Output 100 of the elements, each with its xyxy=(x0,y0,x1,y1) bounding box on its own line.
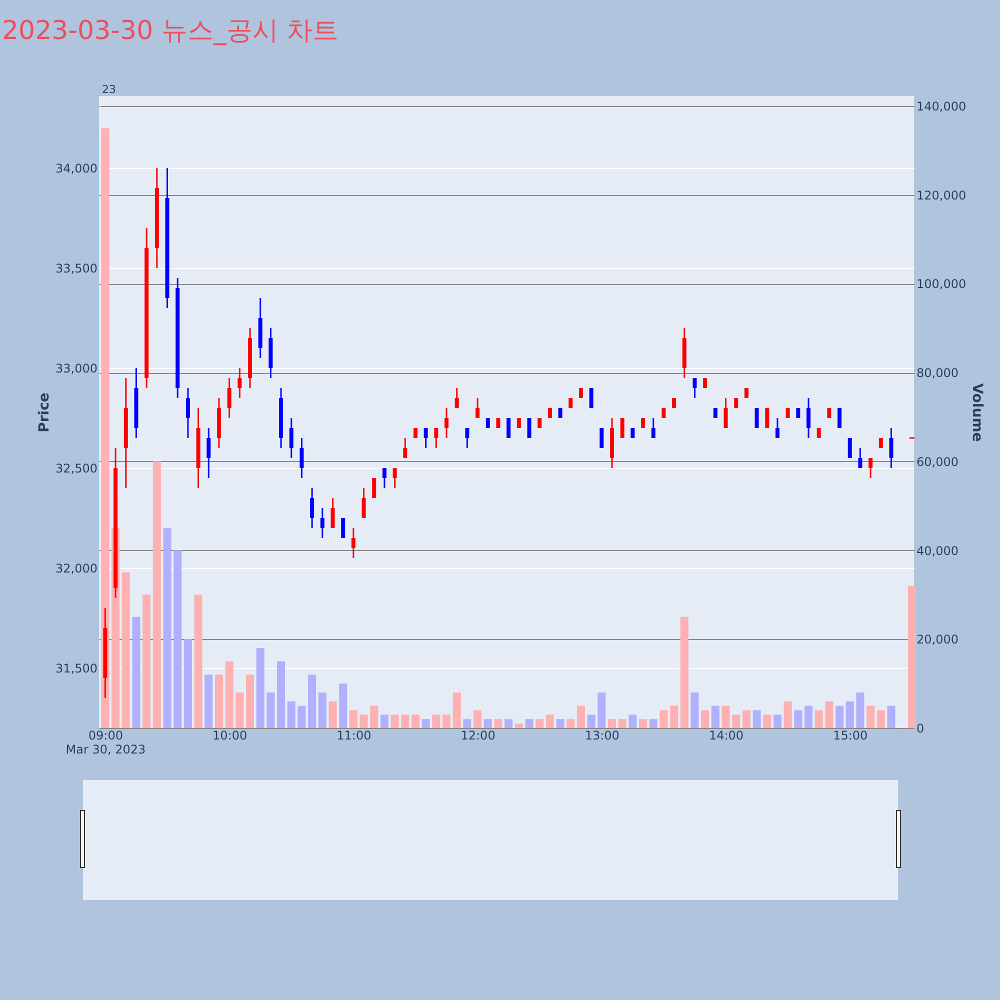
bar xyxy=(174,550,182,728)
bar xyxy=(152,461,161,728)
candlestick xyxy=(868,457,873,479)
text: 23 xyxy=(102,83,116,96)
chart-title: 2023-03-30 뉴스_공시 차트 xyxy=(2,16,339,46)
bar xyxy=(194,594,202,728)
candlestick xyxy=(434,427,438,449)
bar xyxy=(866,706,875,728)
bar xyxy=(763,714,772,728)
y2-tick-label: 20,000 xyxy=(916,632,958,647)
y2-tick-label: 100,000 xyxy=(916,277,966,292)
bar xyxy=(246,674,254,728)
candlestick xyxy=(651,417,656,439)
candlestick xyxy=(424,427,428,449)
bar xyxy=(887,706,896,728)
bar xyxy=(184,639,192,728)
bar xyxy=(784,701,792,728)
bar xyxy=(494,719,502,728)
candlestick xyxy=(838,408,842,428)
y-tick-label: 33,000 xyxy=(56,362,98,376)
bar xyxy=(836,706,844,728)
bar xyxy=(122,572,130,728)
candlestick xyxy=(227,377,232,419)
candlestick xyxy=(362,487,366,519)
candlestick xyxy=(724,397,728,429)
bar xyxy=(587,714,596,728)
candlestick xyxy=(589,388,594,408)
candlestick xyxy=(476,397,480,419)
bar xyxy=(732,714,740,728)
bar xyxy=(701,710,710,728)
bar xyxy=(804,706,813,728)
bar xyxy=(576,706,585,728)
candlestick xyxy=(372,478,376,498)
candlestick xyxy=(320,507,324,539)
bar xyxy=(214,674,223,728)
y-tick-label: 32,000 xyxy=(56,562,98,576)
candlestick xyxy=(889,427,894,469)
y-tick-label: 32,500 xyxy=(56,462,98,476)
candlestick xyxy=(206,427,211,479)
x-tick-label: 10:00 xyxy=(212,728,248,742)
candlestick xyxy=(238,367,242,399)
y2-tick-label: 80,000 xyxy=(916,366,958,380)
bar xyxy=(618,719,626,728)
bar xyxy=(390,714,399,728)
y2-tick-label: 40,000 xyxy=(916,544,958,558)
x-tick-label: 15:00 xyxy=(833,728,868,742)
bar xyxy=(742,710,750,728)
candlestick xyxy=(858,447,862,469)
bar xyxy=(814,710,823,728)
bar xyxy=(256,648,264,728)
bar xyxy=(628,714,637,728)
bar xyxy=(722,706,730,728)
bar xyxy=(876,710,885,728)
bar xyxy=(794,710,802,728)
bar xyxy=(225,661,234,728)
candlestick xyxy=(289,417,294,459)
bar xyxy=(277,661,286,728)
candlestick xyxy=(806,397,811,439)
candlestick xyxy=(403,437,408,459)
x-tick-label: 09:00 Mar 30, 2023 xyxy=(66,728,146,756)
bar xyxy=(101,128,110,728)
bar xyxy=(670,706,678,728)
bar xyxy=(752,710,761,728)
bar xyxy=(660,710,668,728)
bar xyxy=(649,719,658,728)
y2-tick-label: 120,000 xyxy=(916,188,966,202)
bar xyxy=(298,706,306,728)
candlestick xyxy=(620,418,624,438)
y-tick-label: 34,000 xyxy=(56,162,98,176)
bar xyxy=(142,594,151,728)
bar xyxy=(328,701,337,728)
candlestick xyxy=(300,437,304,479)
y2-tick-label: 140,000 xyxy=(916,99,966,114)
candlestick xyxy=(848,438,852,458)
candlestick xyxy=(754,408,759,428)
bar xyxy=(349,710,358,728)
y-tick-label: 31,500 xyxy=(56,662,98,676)
x-tick-label: 12:00 xyxy=(460,728,496,742)
bar xyxy=(825,701,834,728)
bar xyxy=(566,719,575,728)
bar xyxy=(380,714,388,728)
candlestick xyxy=(454,387,459,409)
bar xyxy=(370,706,378,728)
bar xyxy=(163,528,172,728)
bar xyxy=(690,692,699,728)
candlestick xyxy=(506,418,511,438)
bar xyxy=(846,701,854,728)
bar xyxy=(401,714,410,728)
bar xyxy=(266,692,275,728)
bar xyxy=(525,719,534,728)
candlestick xyxy=(765,408,770,428)
candlestick xyxy=(186,387,190,439)
bar xyxy=(474,710,482,728)
candlestick xyxy=(600,428,604,448)
bar xyxy=(236,692,244,728)
candlestick xyxy=(775,417,780,439)
candlestick xyxy=(310,487,314,529)
x-tick-label: 13:00 xyxy=(584,728,620,742)
bar xyxy=(339,684,348,728)
bar xyxy=(484,719,492,728)
